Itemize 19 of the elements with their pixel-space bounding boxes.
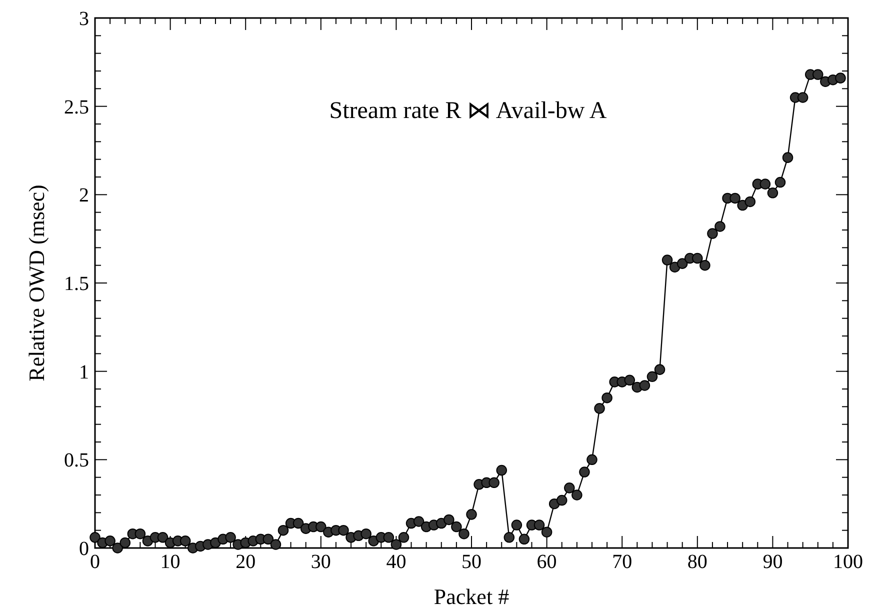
- y-tick-label: 3: [79, 8, 89, 30]
- x-tick-label: 40: [386, 551, 406, 573]
- y-tick-label: 2.5: [64, 96, 89, 118]
- x-tick-label: 100: [833, 551, 863, 573]
- y-tick-label: 0.5: [64, 450, 89, 472]
- annotation: Stream rate R ⋈ Avail-bw A: [329, 98, 608, 124]
- y-tick-label: 1: [79, 361, 89, 384]
- y-tick-label: 1.5: [64, 273, 89, 295]
- x-tick-label: 30: [310, 551, 331, 573]
- x-tick-label: 20: [236, 551, 256, 573]
- y-tick-label: 2: [79, 184, 89, 207]
- x-tick-label: 10: [160, 551, 180, 573]
- x-tick-label: 80: [687, 551, 708, 573]
- x-tick-label: 70: [612, 551, 632, 573]
- x-tick-label: 90: [762, 551, 783, 573]
- x-tick-label: 50: [462, 551, 482, 573]
- y-axis-title: Relative OWD (msec): [24, 184, 49, 382]
- x-axis-title: Packet #: [434, 584, 510, 609]
- x-tick-label: 60: [536, 551, 557, 573]
